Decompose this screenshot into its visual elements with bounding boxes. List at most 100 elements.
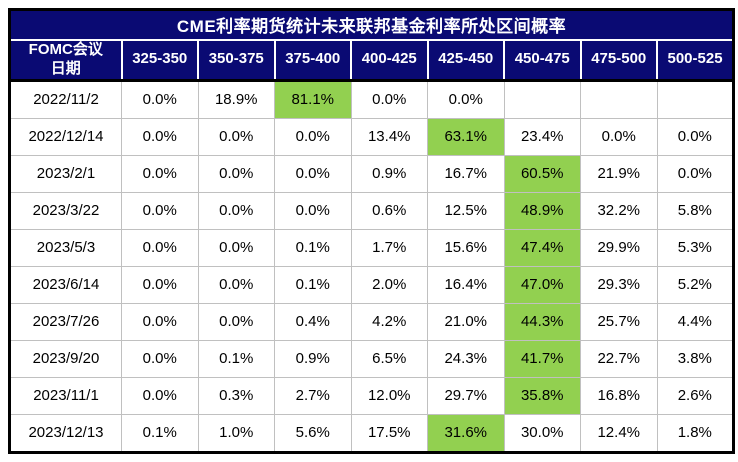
probability-cell <box>503 79 581 119</box>
probability-cell: 0.0% <box>274 117 352 156</box>
probability-cell: 60.5% <box>503 154 581 193</box>
probability-cell: 0.0% <box>121 117 199 156</box>
probability-cell: 3.8% <box>656 339 735 378</box>
probability-cell: 32.2% <box>580 191 658 230</box>
table-row: 2022/12/14 0.0% 0.0% 0.0% 13.4% 63.1% 23.4% 0.0… <box>9 117 735 156</box>
fomc-date-cell: 2023/7/26 <box>9 302 122 341</box>
probability-cell: 0.0% <box>656 117 735 156</box>
probability-cell: 0.0% <box>197 302 275 341</box>
probability-cell: 6.5% <box>350 339 428 378</box>
column-header-rate-range: 475-500 <box>579 40 657 82</box>
probability-cell: 0.4% <box>274 302 352 341</box>
cme-rate-probability-table: CME利率期货统计未来联邦基金利率所处区间概率 FOMC会议 日期 325-35… <box>8 8 736 454</box>
probability-cell: 23.4% <box>503 117 581 156</box>
table-row: 2023/9/20 0.0% 0.1% 0.9% 6.5% 24.3% 41.7% 22.7%… <box>9 339 735 378</box>
probability-cell: 0.1% <box>197 339 275 378</box>
probability-cell: 0.0% <box>197 154 275 193</box>
probability-cell: 5.6% <box>274 413 352 453</box>
probability-cell: 22.7% <box>580 339 658 378</box>
probability-cell: 5.2% <box>656 265 735 304</box>
probability-cell: 31.6% <box>427 413 505 453</box>
probability-cell: 12.5% <box>427 191 505 230</box>
probability-cell: 0.0% <box>350 79 428 119</box>
probability-cell: 5.8% <box>656 191 735 230</box>
probability-cell: 0.3% <box>197 376 275 415</box>
fomc-date-cell: 2023/5/3 <box>9 228 122 267</box>
probability-cell: 0.9% <box>274 339 352 378</box>
probability-cell: 1.8% <box>656 413 735 453</box>
probability-cell: 47.4% <box>503 228 581 267</box>
fomc-date-cell: 2022/12/14 <box>9 117 122 156</box>
column-header-fomc-meeting-date: FOMC会议 日期 <box>9 40 122 82</box>
probability-cell: 30.0% <box>503 413 581 453</box>
probability-cell: 15.6% <box>427 228 505 267</box>
fomc-date-cell: 2022/11/2 <box>9 79 122 119</box>
probability-cell: 35.8% <box>503 376 581 415</box>
table-row: 2023/3/22 0.0% 0.0% 0.0% 0.6% 12.5% 48.9% 32.2%… <box>9 191 735 230</box>
probability-cell: 63.1% <box>427 117 505 156</box>
probability-cell: 12.4% <box>580 413 658 453</box>
table-body: 2022/11/2 0.0% 18.9% 81.1% 0.0% 0.0% 2022/12/1… <box>9 79 735 453</box>
probability-cell: 13.4% <box>350 117 428 156</box>
probability-cell: 0.9% <box>350 154 428 193</box>
table-row: 2023/5/3 0.0% 0.0% 0.1% 1.7% 15.6% 47.4% 29.9% 5… <box>9 228 735 267</box>
probability-cell: 0.0% <box>274 191 352 230</box>
probability-cell: 24.3% <box>427 339 505 378</box>
probability-cell: 17.5% <box>350 413 428 453</box>
probability-cell: 0.6% <box>350 191 428 230</box>
probability-cell: 0.0% <box>197 191 275 230</box>
column-header-rate-range: 450-475 <box>503 40 581 82</box>
table-title-row: CME利率期货统计未来联邦基金利率所处区间概率 <box>9 9 734 41</box>
probability-cell: 2.0% <box>350 265 428 304</box>
column-header-rate-range: 350-375 <box>197 40 275 82</box>
probability-cell: 0.0% <box>121 191 199 230</box>
probability-cell: 29.7% <box>427 376 505 415</box>
probability-table-canvas: CME利率期货统计未来联邦基金利率所处区间概率 FOMC会议 日期 325-35… <box>8 8 736 454</box>
probability-cell: 29.3% <box>580 265 658 304</box>
table-row: 2023/12/13 0.1% 1.0% 5.6% 17.5% 31.6% 30.0% 12.… <box>9 413 735 453</box>
column-header-rate-range: 400-425 <box>350 40 428 82</box>
probability-cell: 1.7% <box>350 228 428 267</box>
probability-cell: 0.0% <box>427 79 505 119</box>
probability-cell: 1.0% <box>197 413 275 453</box>
table-row: 2023/11/1 0.0% 0.3% 2.7% 12.0% 29.7% 35.8% 16.8… <box>9 376 735 415</box>
probability-cell: 0.0% <box>121 154 199 193</box>
probability-cell: 0.0% <box>197 117 275 156</box>
fomc-date-cell: 2023/11/1 <box>9 376 122 415</box>
fomc-header-line2: 日期 <box>50 59 81 77</box>
probability-cell: 0.0% <box>121 376 199 415</box>
probability-cell: 2.7% <box>274 376 352 415</box>
probability-cell: 0.1% <box>274 265 352 304</box>
probability-cell: 2.6% <box>656 376 735 415</box>
fomc-date-cell: 2023/6/14 <box>9 265 122 304</box>
probability-cell: 18.9% <box>197 79 275 119</box>
probability-cell <box>656 79 735 119</box>
probability-cell: 0.0% <box>121 228 199 267</box>
column-header-rate-range: 325-350 <box>120 40 198 82</box>
probability-cell: 0.0% <box>197 265 275 304</box>
probability-cell: 21.9% <box>580 154 658 193</box>
column-header-rate-range: 375-400 <box>273 40 351 82</box>
probability-cell: 41.7% <box>503 339 581 378</box>
probability-cell: 5.3% <box>656 228 735 267</box>
table-row: 2023/2/1 0.0% 0.0% 0.0% 0.9% 16.7% 60.5% 21.9% 0… <box>9 154 735 193</box>
probability-cell: 4.4% <box>656 302 735 341</box>
table-row: 2023/7/26 0.0% 0.0% 0.4% 4.2% 21.0% 44.3% 25.7%… <box>9 302 735 341</box>
fomc-date-cell: 2023/12/13 <box>9 413 122 453</box>
probability-cell: 81.1% <box>274 79 352 119</box>
probability-cell: 29.9% <box>580 228 658 267</box>
column-header-row: FOMC会议 日期 325-350 350-375 375-400 400-425 42… <box>9 40 734 82</box>
fomc-header-line1: FOMC会议 <box>28 41 103 58</box>
probability-cell: 0.0% <box>197 228 275 267</box>
table-row: 2022/11/2 0.0% 18.9% 81.1% 0.0% 0.0% <box>9 79 735 119</box>
table-row: 2023/6/14 0.0% 0.0% 0.1% 2.0% 16.4% 47.0% 29.3%… <box>9 265 735 304</box>
probability-cell: 21.0% <box>427 302 505 341</box>
probability-cell: 0.1% <box>274 228 352 267</box>
probability-cell: 0.0% <box>121 265 199 304</box>
fomc-date-cell: 2023/9/20 <box>9 339 122 378</box>
probability-cell: 48.9% <box>503 191 581 230</box>
probability-cell: 25.7% <box>580 302 658 341</box>
probability-cell <box>580 79 658 119</box>
probability-cell: 0.0% <box>656 154 735 193</box>
fomc-date-cell: 2023/3/22 <box>9 191 122 230</box>
